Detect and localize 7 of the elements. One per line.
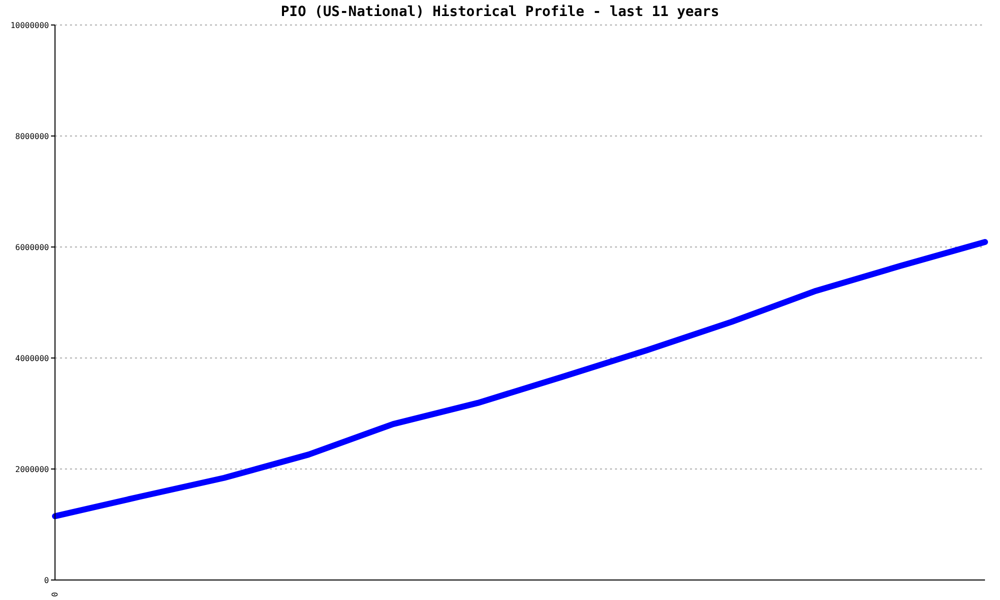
y-tick-label: 8000000 (15, 132, 50, 141)
chart-title: PIO (US-National) Historical Profile - last 11 years (280, 4, 720, 20)
y-tick-label: 6000000 (15, 242, 50, 252)
y-tick-label: 10000000 (10, 20, 50, 30)
y-tick-label: 0 (44, 576, 50, 585)
y-tick-label: 4000000 (15, 354, 50, 363)
y-tick-label: 2000000 (15, 464, 50, 474)
